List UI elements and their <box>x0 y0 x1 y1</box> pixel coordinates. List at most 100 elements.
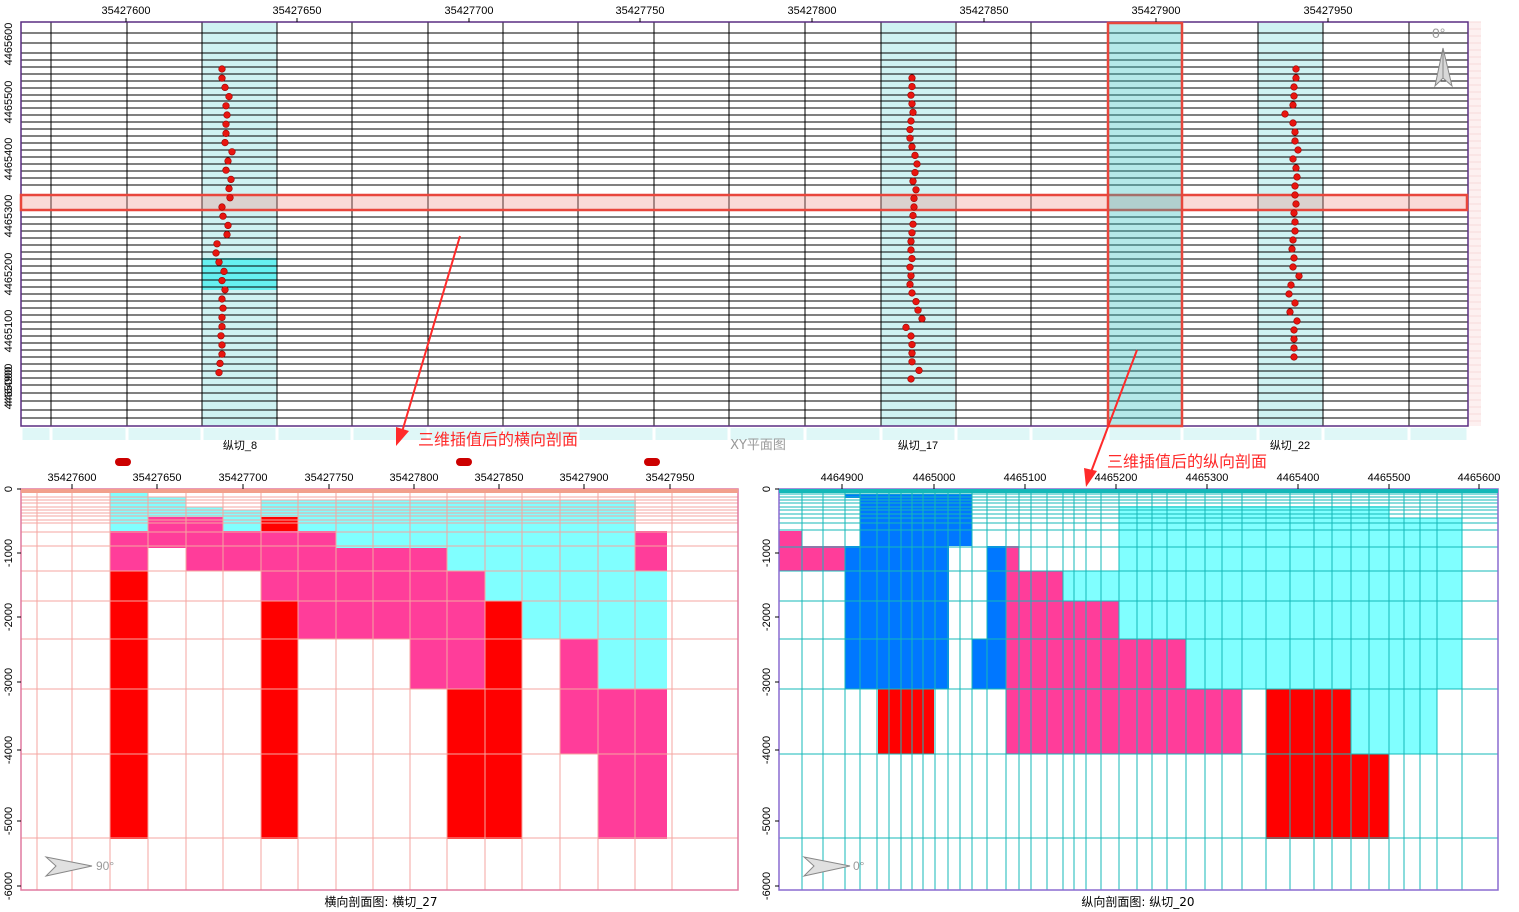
sample-point <box>907 237 915 245</box>
sample-point <box>912 186 920 194</box>
sample-point <box>907 117 915 125</box>
long-section-view[interactable]: 4464900 4465000 4465100 4465200 4465300 44654… <box>761 472 1500 909</box>
sample-point <box>226 194 234 202</box>
sample-point <box>212 249 220 257</box>
sample-point <box>908 143 916 151</box>
sample-point <box>218 323 226 331</box>
cross-section-view[interactable]: 35427600 35427650 35427700 35427750 35427800… <box>3 458 739 909</box>
sample-point <box>225 185 233 193</box>
x-tick-label: 4465000 <box>913 472 956 484</box>
section-cell-cyan <box>186 507 223 517</box>
sample-point <box>908 255 916 263</box>
sample-point <box>906 263 914 271</box>
section-cell-red <box>110 571 148 839</box>
sample-point <box>227 175 235 183</box>
section-cell-pink <box>261 531 298 601</box>
sample-point <box>1292 164 1300 172</box>
y-tick-label: 0 <box>761 486 773 492</box>
cross-section-caption: 横向剖面图: 横切_27 <box>324 894 437 909</box>
sample-point <box>225 92 233 101</box>
sample-point <box>217 332 225 340</box>
sample-point <box>1291 182 1299 190</box>
sample-point <box>918 315 926 323</box>
y-tick-label: -1000 <box>761 539 773 567</box>
section-cell-blue <box>972 639 987 689</box>
sample-point <box>908 341 916 349</box>
sample-point <box>1291 227 1299 235</box>
x-tick-label: 35427700 <box>219 472 268 484</box>
section-cell-cyan <box>635 571 667 639</box>
sample-point <box>224 221 232 229</box>
x-tick-label: 35427850 <box>960 5 1009 17</box>
sample-point <box>221 286 229 294</box>
section-cell-red <box>1266 689 1351 839</box>
section-cell-pink <box>410 639 447 689</box>
x-tick-label: 35427600 <box>48 472 97 484</box>
y-tick-label: -5000 <box>3 807 15 835</box>
section-cell-cyan <box>1119 506 1389 601</box>
sample-point <box>908 349 916 357</box>
sample-point <box>1291 137 1299 145</box>
section-cell-cyan <box>447 531 635 571</box>
sample-point <box>1293 317 1301 325</box>
sample-point <box>1291 128 1299 136</box>
section-cell-pink <box>110 531 148 571</box>
sample-point <box>1287 281 1295 289</box>
y-tick-label: 4465000 <box>3 367 15 410</box>
x-tick-label: 35427900 <box>560 472 609 484</box>
sample-point <box>1292 65 1300 73</box>
section-cell-red <box>1351 754 1389 839</box>
arrow-head-icon <box>1084 468 1097 487</box>
sample-point <box>914 306 922 314</box>
sample-point <box>1289 101 1297 109</box>
sample-point <box>906 134 914 142</box>
long-section-caption: 纵向剖面图: 纵切_20 <box>1081 894 1194 909</box>
sample-point <box>911 169 919 177</box>
sample-point <box>1290 326 1298 334</box>
y-tick-label: 4465300 <box>3 195 15 238</box>
annotation-vertical-text: 三维插值后的纵向剖面 <box>1107 452 1267 471</box>
section-cell-pink <box>635 531 667 571</box>
sample-point <box>1293 173 1301 181</box>
sample-point <box>908 100 916 108</box>
section-cell-pink <box>560 639 598 754</box>
y-tick-label: -2000 <box>761 603 773 631</box>
column-label-8: 纵切_8 <box>223 439 257 452</box>
x-tick-label: 35427950 <box>1304 5 1353 17</box>
section-cell-pink <box>779 531 802 571</box>
y-tick-label: -6000 <box>761 872 773 900</box>
plan-view[interactable]: 35427600 35427650 35427700 35427750 35427800… <box>3 5 1481 453</box>
sample-point <box>1290 209 1298 217</box>
sample-point <box>219 212 227 220</box>
section-cell-pink <box>223 531 261 548</box>
sample-point <box>215 369 223 377</box>
annotation-horizontal-text: 三维插值后的横向剖面 <box>418 430 578 449</box>
long-compass-label: 0° <box>853 859 865 873</box>
plan-view-title: XY平面图 <box>730 438 786 453</box>
compass-arrow-icon <box>44 856 93 877</box>
north-arrow-icon <box>1434 47 1453 88</box>
sample-point <box>909 220 917 228</box>
sample-point <box>908 358 916 366</box>
section-cell-pink <box>447 571 485 689</box>
sample-point <box>908 74 916 82</box>
y-tick-label: -4000 <box>3 736 15 764</box>
sample-point <box>1285 290 1293 298</box>
section-cell-red <box>261 517 298 531</box>
sample-point <box>1281 110 1289 118</box>
sample-point <box>906 280 914 289</box>
sample-point <box>223 111 231 119</box>
sample-point <box>907 246 915 254</box>
sample-point <box>908 229 916 237</box>
sample-point <box>218 277 226 285</box>
selected-column-highlight[interactable] <box>1106 21 1184 428</box>
sample-point <box>222 129 230 137</box>
section-cell-red <box>261 601 298 839</box>
sample-point <box>1290 254 1298 262</box>
sample-point <box>221 83 229 91</box>
x-tick-label: 35427800 <box>788 5 837 17</box>
cross-section-top-band <box>21 489 738 493</box>
y-tick-label: 4465100 <box>3 310 15 353</box>
x-tick-label: 35427800 <box>390 472 439 484</box>
selected-row-highlight[interactable] <box>19 193 1469 212</box>
